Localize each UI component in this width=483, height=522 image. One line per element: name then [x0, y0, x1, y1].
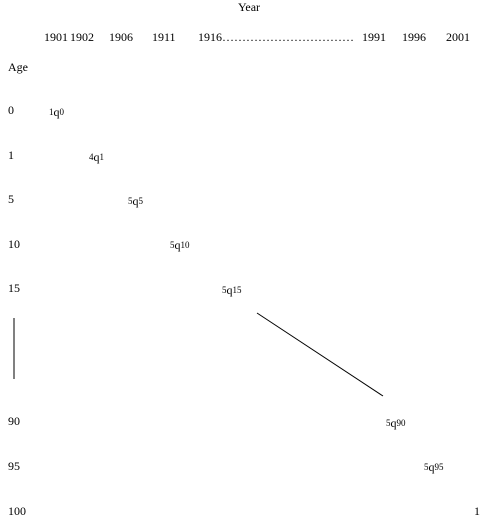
age-label: 95	[8, 459, 20, 473]
cell-symbol: q	[54, 105, 60, 119]
year-title: Year	[238, 0, 260, 14]
cell-subscript: 15	[233, 285, 243, 295]
cell-value: 1	[474, 504, 480, 518]
age-label: 0	[8, 103, 14, 117]
year-label: 1991	[362, 30, 386, 44]
cell-symbol: q	[227, 283, 233, 297]
cell-subscript: 1	[100, 152, 105, 162]
cell-prefix: 5	[128, 196, 133, 206]
cell-prefix: 5	[424, 462, 429, 472]
cell-subscript: 90	[397, 418, 407, 428]
cell-prefix: 5	[170, 240, 175, 250]
probability-cell: 5q5	[128, 194, 144, 208]
cell-prefix: 1	[49, 107, 54, 117]
probability-cell: 1	[474, 504, 480, 518]
cell-symbol: q	[133, 194, 139, 208]
probability-cell: 1q0	[49, 105, 65, 119]
year-label: 1902	[70, 30, 94, 44]
cell-symbol: q	[391, 416, 397, 430]
probability-cell: 5q95	[424, 460, 444, 474]
probability-cell: 5q15	[222, 283, 242, 297]
cell-symbol: q	[175, 238, 181, 252]
age-label: 1	[8, 148, 14, 162]
cell-prefix: 4	[89, 152, 94, 162]
probability-cell: 4q1	[89, 150, 104, 164]
year-label: 1901	[44, 30, 68, 44]
age-label: 100	[8, 504, 26, 518]
diagonal-ellipsis-line	[256, 312, 384, 397]
age-title: Age	[8, 60, 28, 74]
age-label: 15	[8, 281, 20, 295]
year-label: 1916……………………………	[198, 30, 354, 44]
cell-subscript: 0	[60, 107, 65, 117]
cell-subscript: 5	[139, 196, 144, 206]
year-label: 1996	[402, 30, 426, 44]
cell-subscript: 95	[435, 462, 445, 472]
year-label: 1906	[109, 30, 133, 44]
cell-prefix: 5	[386, 418, 391, 428]
cell-symbol: q	[94, 150, 100, 164]
year-label: 1911	[152, 30, 176, 44]
cell-prefix: 5	[222, 285, 227, 295]
probability-cell: 5q90	[386, 416, 406, 430]
age-label: 90	[8, 414, 20, 428]
age-label: 10	[8, 237, 20, 251]
age-label: 5	[8, 192, 14, 206]
cell-symbol: q	[429, 460, 435, 474]
year-label: 2001	[446, 30, 470, 44]
cell-subscript: 10	[181, 240, 191, 250]
probability-cell: 5q10	[170, 238, 190, 252]
